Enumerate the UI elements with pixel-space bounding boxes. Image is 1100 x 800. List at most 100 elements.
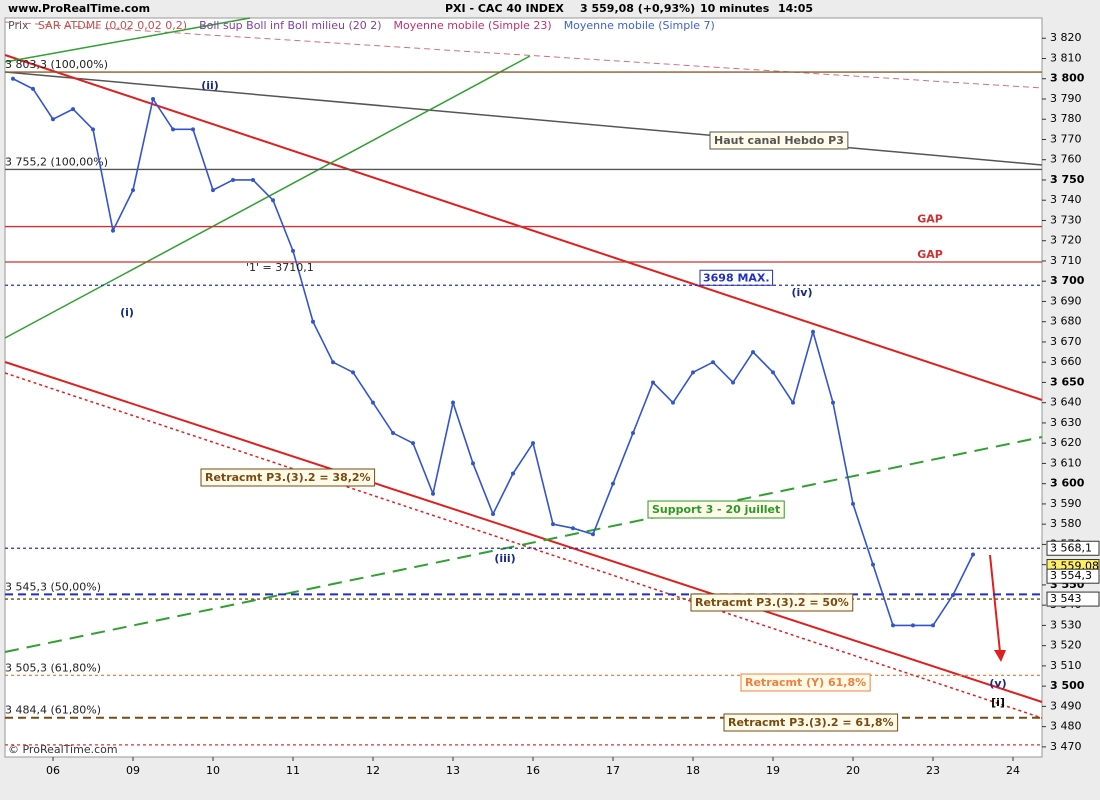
y-tick-label: 3 760	[1050, 153, 1082, 166]
annotation: (i)	[120, 306, 134, 319]
annotation: [i]	[991, 696, 1005, 709]
price-point	[451, 400, 455, 405]
x-tick-label: 09	[126, 764, 140, 777]
price-point	[431, 491, 435, 496]
price-point	[751, 350, 755, 355]
plot-area	[4, 17, 1043, 758]
y-tick-label: 3 600	[1050, 477, 1085, 490]
level-label: 3 755,2 (100,00%)	[5, 155, 108, 168]
level-label: 3 484,4 (61,80%)	[5, 704, 101, 717]
y-tick-label: 3 610	[1050, 456, 1082, 469]
label-box	[709, 131, 849, 150]
price-point	[171, 127, 175, 132]
legend-entry: Moyenne mobile (Simple 23)	[394, 19, 552, 32]
y-tick-label: 3 730	[1050, 213, 1082, 226]
price-point	[371, 400, 375, 405]
y-tick-label: 3 750	[1050, 173, 1085, 186]
level-label: GAP	[917, 213, 943, 226]
legend-entry: Boll sup Boll inf Boll milieu (20 2)	[199, 19, 381, 32]
price-tag	[1046, 591, 1100, 607]
y-tick-label: 3 510	[1050, 659, 1082, 672]
price: 3 559,08 (+0,93%)	[580, 2, 695, 15]
price-point	[511, 471, 515, 476]
label-box	[690, 593, 854, 612]
price-point	[571, 526, 575, 531]
price-point	[411, 441, 415, 446]
price-tag	[1046, 568, 1100, 584]
y-tick-label: 3 710	[1050, 254, 1082, 267]
label-box	[699, 269, 774, 286]
price-point	[111, 228, 115, 233]
annotation: (v)	[989, 677, 1006, 690]
trend-line	[4, 17, 251, 63]
y-tick-label: 3 590	[1050, 497, 1082, 510]
site: www.ProRealTime.com	[8, 2, 150, 15]
y-tick-label: 3 720	[1050, 234, 1082, 247]
price-tag-label: 3 543	[1050, 592, 1082, 605]
label-box	[740, 673, 871, 692]
price-point	[791, 400, 795, 405]
x-tick-label: 24	[1006, 764, 1020, 777]
y-tick-label: 3 530	[1050, 618, 1082, 631]
price-tag-label: 3 554,3	[1050, 569, 1092, 582]
x-tick-label: 18	[686, 764, 700, 777]
x-tick-label: 13	[446, 764, 460, 777]
level-label: 3698 MAX.	[703, 271, 770, 284]
level-label: 3 545,3 (50,00%)	[5, 580, 101, 593]
price-point	[971, 552, 975, 557]
annotation: Retracmt P3.(3).2 = 50%	[695, 596, 849, 609]
price-point	[271, 198, 275, 203]
x-tick-label: 17	[606, 764, 620, 777]
price-point	[91, 127, 95, 132]
x-tick-label: 19	[766, 764, 780, 777]
price-point	[831, 400, 835, 405]
price-point	[731, 380, 735, 385]
annotation: (ii)	[201, 79, 219, 92]
label-box	[723, 713, 899, 732]
y-tick-label: 3 480	[1050, 720, 1082, 733]
annotation: Retracmt (Y) 61,8%	[745, 676, 866, 689]
y-tick-label: 3 670	[1050, 335, 1082, 348]
price-point	[211, 188, 215, 193]
price-point	[591, 532, 595, 537]
arrow	[989, 554, 1001, 653]
price-point	[351, 370, 355, 375]
y-tick-label: 3 780	[1050, 112, 1082, 125]
price-point	[251, 177, 255, 182]
x-tick-label: 06	[46, 764, 60, 777]
y-tick-label: 3 660	[1050, 355, 1082, 368]
level-label: 3 803,3 (100,00%)	[5, 58, 108, 71]
y-tick-label: 3 800	[1050, 72, 1085, 85]
x-tick-label: 16	[526, 764, 540, 777]
price-point	[611, 481, 615, 486]
level-label: GAP	[917, 248, 943, 261]
label-box	[200, 468, 376, 487]
y-tick-label: 3 470	[1050, 740, 1082, 753]
legend-entry: SAR ATDMF (0,02 0,02 0,2)	[38, 19, 187, 32]
price-point	[851, 501, 855, 506]
annotation: Retracmt P3.(3).2 = 61,8%	[728, 716, 894, 729]
price-point	[231, 177, 235, 182]
x-tick-label: 10	[206, 764, 220, 777]
x-tick-label: 11	[286, 764, 300, 777]
y-tick-label: 3 520	[1050, 639, 1082, 652]
price-point	[691, 370, 695, 375]
annotation: Retracmt P3.(3).2 = 38,2%	[205, 471, 371, 484]
y-tick-label: 3 580	[1050, 517, 1082, 530]
series-label: Prix	[8, 19, 29, 32]
y-tick-label: 3 500	[1050, 679, 1085, 692]
x-tick-label: 12	[366, 764, 380, 777]
annotation: (iv)	[792, 286, 813, 299]
chart-title: PXI - CAC 40 INDEX	[445, 2, 564, 15]
price-point	[471, 461, 475, 466]
y-tick-label: 3 650	[1050, 375, 1085, 388]
price-point	[871, 562, 875, 567]
price-point	[151, 96, 155, 101]
x-tick-label: 23	[926, 764, 940, 777]
price-point	[291, 248, 295, 253]
price-point	[671, 400, 675, 405]
y-tick-label: 3 490	[1050, 699, 1082, 712]
time: 14:05	[778, 2, 813, 15]
